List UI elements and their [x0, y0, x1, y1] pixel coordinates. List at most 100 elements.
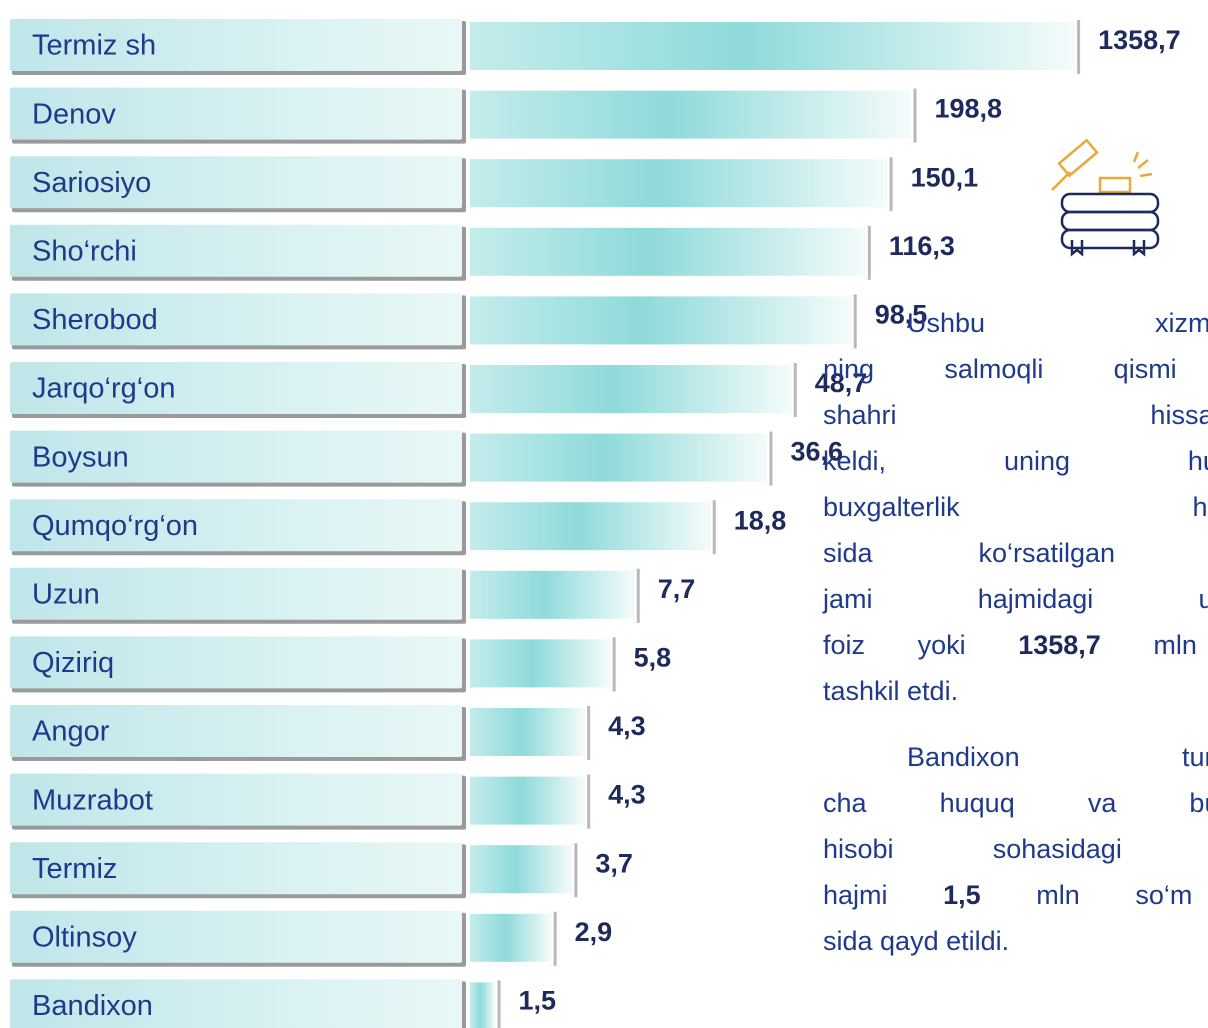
bar-end-light	[494, 980, 498, 1028]
category-label: Qiziriq	[32, 647, 114, 679]
bar	[470, 159, 887, 208]
value-label: 5,8	[634, 643, 672, 673]
bar-end-light	[609, 637, 613, 692]
category-box	[10, 979, 462, 1028]
text-line: sida ko‘rsatilgan xizr	[823, 530, 1208, 576]
bar-end-light	[584, 774, 588, 829]
value-label: 48,7	[815, 368, 868, 398]
category-label: Sherobod	[32, 304, 158, 336]
text: jami hajmidagi ulush	[823, 584, 1208, 614]
bar-end-light	[910, 88, 914, 143]
bar-end-light	[850, 294, 854, 349]
bar-end-light	[766, 431, 770, 486]
bar-end-light	[1074, 20, 1078, 74]
text: sida qayd etildi.	[823, 926, 1010, 956]
bar	[470, 433, 767, 482]
bar	[470, 227, 865, 276]
bar	[470, 365, 791, 413]
text: sida ko‘rsatilgan xizr	[823, 538, 1208, 568]
category-label: Sariosiyo	[32, 167, 151, 199]
value-label: 3,7	[595, 848, 633, 878]
category-label: Termiz sh	[32, 30, 156, 62]
category-box	[10, 87, 462, 140]
bar-end-light	[633, 568, 637, 623]
text-line: jami hajmidagi ulush	[823, 576, 1208, 622]
bar	[470, 90, 911, 139]
category-box	[10, 842, 462, 895]
value-label: 1,5	[519, 986, 557, 1016]
category-label: Denov	[32, 98, 116, 130]
text: keldi, uning huquq	[823, 446, 1208, 476]
category-label: Bandixon	[32, 990, 153, 1022]
category-label: Angor	[32, 716, 110, 748]
bar-end-light	[864, 225, 868, 280]
text-line: shahri hissasiga	[823, 392, 1208, 438]
text: cha huquq va buxga	[823, 788, 1208, 818]
category-box	[10, 567, 462, 620]
bold-text: 1,5	[943, 880, 981, 910]
text: tashkil etdi.	[823, 676, 959, 706]
text: buxgalterlik hisobi	[823, 492, 1208, 522]
value-label: 4,3	[608, 711, 646, 741]
value-label: 4,3	[608, 780, 646, 810]
value-label: 98,5	[875, 300, 928, 330]
value-label: 36,6	[790, 437, 843, 467]
bar-end-light	[886, 157, 890, 212]
text-line: buxgalterlik hisobi	[823, 484, 1208, 530]
value-label: 150,1	[911, 162, 979, 192]
bar	[470, 639, 610, 688]
text-line: Ushbu xizmatlar	[823, 300, 1208, 346]
value-label: 1358,7	[1098, 25, 1181, 55]
category-box	[10, 224, 462, 277]
bar	[470, 22, 1075, 70]
bar	[470, 296, 851, 345]
category-label: Oltinsoy	[32, 921, 137, 953]
category-label: Muzrabot	[32, 784, 153, 816]
category-label: Jarqo‘rg‘on	[32, 373, 175, 405]
category-box	[10, 430, 462, 483]
text-line: hajmi 1,5 mln so‘m d	[823, 872, 1208, 918]
text-line: Bandixon tumani	[823, 734, 1208, 780]
bar-end-light	[790, 363, 794, 417]
text: mln so‘m d	[1036, 880, 1208, 910]
category-box	[10, 293, 462, 346]
category-label: Termiz	[32, 853, 117, 885]
text: mln s	[1153, 630, 1208, 660]
category-box	[10, 156, 462, 209]
text-line: tashkil etdi.	[823, 668, 1208, 714]
bold-text: 1358,7	[1018, 630, 1101, 660]
bar-end-light	[709, 500, 713, 555]
text: hisobi sohasidagi xizr	[823, 834, 1208, 864]
value-label: 198,8	[934, 94, 1002, 124]
bar-end-light	[584, 706, 588, 760]
text-line: foiz yoki 1358,7 mln s	[823, 622, 1208, 668]
text: ning salmoqli qismi T	[823, 354, 1208, 384]
category-label: Boysun	[32, 441, 129, 473]
text-block: Ushbu xizmatlar ning salmoqli qismi T shah…	[823, 300, 1208, 964]
bar	[470, 776, 585, 825]
value-label: 2,9	[575, 917, 613, 947]
bar-end-light	[571, 843, 575, 898]
category-box	[10, 773, 462, 826]
bar	[470, 982, 495, 1028]
category-label: Qumqo‘rg‘on	[32, 510, 198, 542]
bar	[470, 502, 710, 551]
value-label: 116,3	[889, 231, 955, 261]
value-label: 7,7	[658, 574, 696, 604]
text: shahri hissasiga	[823, 400, 1208, 430]
value-label: 18,8	[734, 505, 787, 535]
bar	[470, 913, 551, 962]
category-box	[10, 910, 462, 963]
category-box	[10, 362, 462, 414]
text-line: sida qayd etildi.	[823, 918, 1208, 964]
bar	[470, 708, 585, 756]
category-label: Uzun	[32, 578, 100, 610]
text-line: cha huquq va buxga	[823, 780, 1208, 826]
text-line: hisobi sohasidagi xizr	[823, 826, 1208, 872]
bar	[470, 570, 634, 619]
icon	[1051, 138, 1160, 257]
text: Bandixon tumani	[907, 742, 1208, 772]
category-box	[10, 636, 462, 689]
category-box	[10, 705, 462, 757]
